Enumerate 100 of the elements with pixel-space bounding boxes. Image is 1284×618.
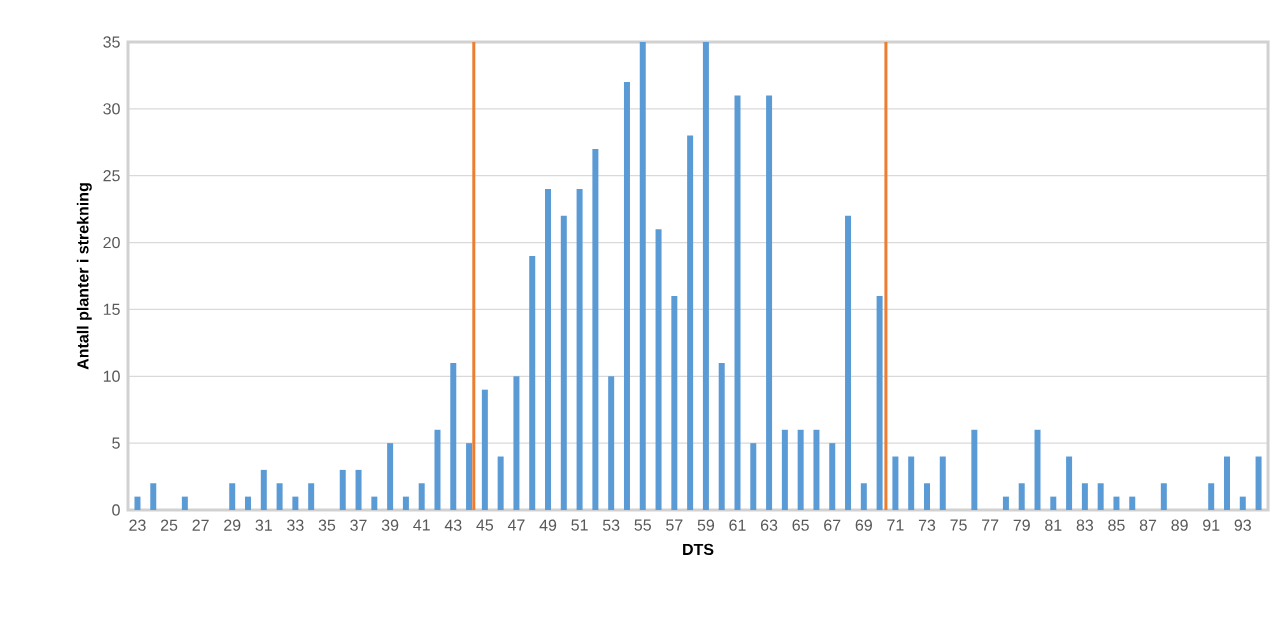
bar	[229, 483, 236, 510]
x-tick-label: 67	[824, 519, 841, 531]
y-tick-label: 5	[112, 437, 120, 449]
x-tick-label: 77	[982, 519, 999, 531]
bar	[1113, 496, 1120, 510]
x-tick-label: 33	[287, 519, 304, 531]
bar	[860, 483, 867, 510]
bar	[1255, 456, 1262, 510]
x-axis-title: DTS	[683, 543, 714, 556]
y-tick-label: 20	[103, 236, 120, 249]
bar	[845, 215, 852, 510]
bar	[134, 496, 141, 510]
x-tick-label: 59	[697, 519, 715, 531]
bar	[1239, 496, 1246, 510]
bar	[181, 496, 188, 510]
bar	[150, 483, 157, 510]
x-tick-label: 79	[1013, 519, 1030, 531]
y-tick-label: 0	[112, 504, 120, 516]
x-tick-label: 53	[602, 519, 620, 531]
bar	[308, 483, 315, 510]
bar	[813, 429, 820, 510]
bar	[560, 215, 567, 510]
bar	[971, 429, 978, 510]
bar	[623, 82, 630, 510]
bar	[1081, 483, 1088, 510]
x-tick-label: 73	[918, 519, 936, 531]
x-tick-label: 49	[539, 519, 557, 531]
x-tick-label: 27	[192, 519, 209, 531]
bar	[339, 469, 346, 510]
bar	[1066, 456, 1073, 510]
x-tick-label: 83	[1076, 519, 1094, 531]
x-tick-label: 45	[476, 519, 494, 531]
y-axis-title: Antall planter i strekning	[76, 183, 92, 370]
x-tick-label: 69	[855, 519, 872, 531]
x-tick-label: 23	[129, 519, 146, 531]
bar	[781, 429, 788, 510]
y-tick-label: 30	[103, 103, 120, 115]
bar	[687, 135, 694, 510]
bar	[1050, 496, 1057, 510]
bar	[292, 496, 299, 510]
x-tick-label: 89	[1171, 519, 1188, 531]
bar	[387, 443, 394, 510]
y-tick-label: 35	[103, 36, 120, 48]
bar	[923, 483, 930, 510]
x-tick-label: 37	[350, 519, 367, 531]
bar	[1208, 483, 1215, 510]
bar	[245, 496, 251, 510]
bar	[876, 296, 883, 510]
bar	[671, 296, 678, 510]
x-tick-label: 43	[444, 519, 462, 531]
x-tick-label: 61	[729, 519, 746, 531]
bar	[466, 443, 473, 510]
bar	[908, 456, 915, 510]
bar	[545, 189, 552, 510]
bar	[892, 456, 899, 510]
bar	[576, 189, 583, 510]
x-tick-label: 75	[950, 519, 967, 531]
x-tick-label: 91	[1203, 519, 1220, 531]
bar	[750, 443, 757, 510]
bar	[1160, 483, 1167, 510]
x-tick-label: 93	[1234, 519, 1251, 531]
bar	[1223, 456, 1230, 510]
bar	[592, 148, 599, 510]
bar	[497, 456, 504, 510]
bar	[371, 496, 378, 510]
x-tick-label: 47	[507, 519, 525, 531]
bar	[1097, 483, 1104, 510]
y-tick-label: 15	[103, 303, 120, 316]
bar	[829, 443, 836, 510]
x-tick-label: 57	[666, 519, 683, 531]
bar	[276, 483, 283, 510]
bar	[450, 362, 457, 510]
bar	[529, 255, 536, 510]
x-tick-label: 35	[318, 519, 336, 531]
bar	[1034, 429, 1041, 510]
x-tick-label: 63	[760, 519, 778, 531]
y-tick-label: 10	[103, 370, 120, 382]
y-tick-label: 25	[103, 170, 120, 182]
x-tick-label: 55	[634, 519, 651, 531]
x-tick-label: 65	[792, 519, 809, 531]
bar	[734, 95, 741, 510]
x-tick-label: 51	[571, 519, 588, 531]
bar	[639, 41, 646, 510]
x-tick-label: 85	[1108, 519, 1125, 531]
bar	[418, 483, 425, 510]
bar	[702, 41, 709, 510]
bar	[434, 429, 441, 510]
bar	[260, 469, 267, 510]
x-tick-label: 29	[224, 519, 241, 531]
x-tick-label: 71	[887, 519, 904, 531]
bar	[797, 429, 804, 510]
bar	[402, 496, 409, 510]
x-tick-label: 41	[413, 519, 430, 531]
bar	[355, 469, 362, 510]
x-tick-label: 81	[1045, 519, 1062, 531]
bar	[718, 362, 725, 510]
bar	[1018, 483, 1025, 510]
x-tick-label: 31	[255, 519, 272, 531]
bar	[1002, 496, 1009, 510]
bar	[655, 229, 662, 510]
